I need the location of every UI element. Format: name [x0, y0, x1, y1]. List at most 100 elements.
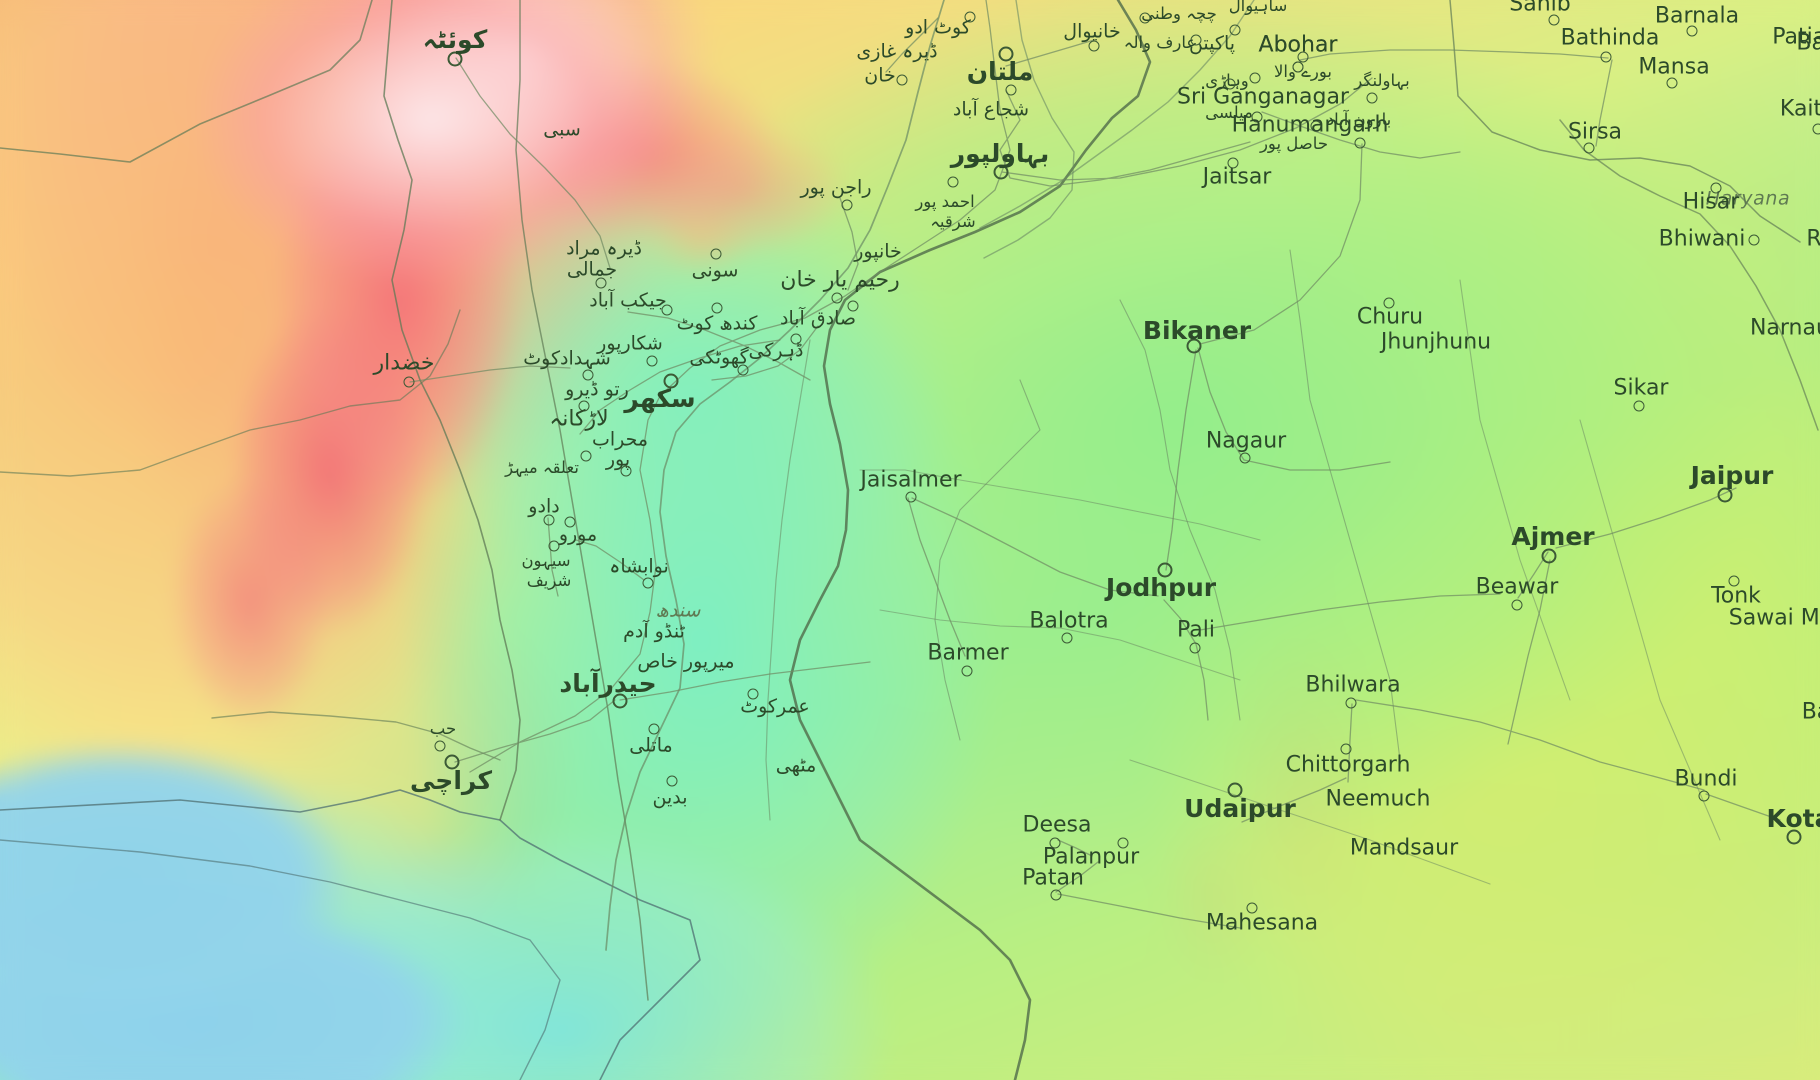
city-label-patan[interactable]: Patan — [1022, 865, 1084, 891]
city-marker-place[interactable] — [578, 400, 590, 412]
city-marker-place[interactable] — [663, 373, 679, 389]
city-label-r[interactable]: R — [1806, 226, 1820, 252]
city-label-place[interactable]: کندھ کوٹ — [676, 312, 758, 335]
city-label-place[interactable]: سبی — [543, 118, 581, 141]
city-marker-sikar[interactable] — [1633, 400, 1645, 412]
city-label-place[interactable]: جمالی — [566, 258, 618, 281]
city-label-place[interactable]: بورے والا — [1274, 61, 1332, 81]
city-marker-place[interactable] — [737, 364, 749, 376]
city-label-bathinda[interactable]: Bathinda — [1560, 25, 1660, 51]
city-label-sri-ganganagar[interactable]: Sri Ganganagar — [1177, 84, 1349, 110]
city-label-nagaur[interactable]: Nagaur — [1205, 428, 1287, 454]
city-marker-place[interactable] — [620, 465, 632, 477]
city-marker-place[interactable] — [896, 74, 908, 86]
city-label-place[interactable]: میرپور خاص — [637, 650, 735, 673]
region-label-place[interactable]: سندھ — [655, 599, 701, 622]
city-label-place[interactable]: کوٹ ادو — [905, 16, 971, 39]
city-label-place[interactable]: شکارپور — [597, 332, 663, 355]
region-label-haryana[interactable]: Haryana — [1705, 187, 1791, 210]
city-label-bikaner[interactable]: Bikaner — [1142, 316, 1252, 345]
city-label-mansa[interactable]: Mansa — [1638, 54, 1710, 80]
city-marker-place[interactable] — [1229, 24, 1241, 36]
city-label-place[interactable]: حاصل پور — [1259, 133, 1329, 153]
city-marker-place[interactable] — [998, 46, 1014, 62]
city-marker-place[interactable] — [1088, 40, 1100, 52]
city-label-place[interactable]: ماتلی — [629, 734, 673, 757]
city-label-jhunjhunu[interactable]: Jhunjhunu — [1380, 329, 1492, 355]
city-marker-kota[interactable] — [1786, 829, 1802, 845]
city-label-place[interactable]: مورو — [558, 523, 598, 546]
city-marker-place[interactable] — [582, 369, 594, 381]
city-marker-place[interactable] — [1366, 92, 1378, 104]
city-label-neemuch[interactable]: Neemuch — [1325, 786, 1431, 812]
city-label-jodhpur[interactable]: Jodhpur — [1105, 573, 1217, 602]
city-marker-place[interactable] — [595, 277, 607, 289]
city-label-place[interactable]: ٹنڈو آدم — [623, 620, 685, 643]
city-label-ajmer[interactable]: Ajmer — [1511, 522, 1595, 551]
city-label-place[interactable]: سونی — [691, 259, 739, 282]
city-marker-bikaner[interactable] — [1186, 338, 1202, 354]
city-marker-jaisalmer[interactable] — [905, 491, 917, 503]
city-marker-place[interactable] — [666, 775, 678, 787]
city-label-place[interactable]: مٹھی — [775, 754, 817, 777]
city-marker-bhilwara[interactable] — [1345, 697, 1357, 709]
city-marker-place[interactable] — [661, 304, 673, 316]
city-label-sawai-mad[interactable]: Sawai Mad — [1728, 605, 1820, 631]
city-label-abohar[interactable]: Abohar — [1258, 32, 1338, 58]
city-marker-udaipur[interactable] — [1227, 782, 1243, 798]
city-label-place[interactable]: خانپور — [854, 240, 902, 263]
city-label-place[interactable]: احمد پور — [915, 191, 975, 211]
city-label-place[interactable]: حیدرآباد — [559, 669, 657, 698]
city-label-jaitsar[interactable]: Jaitsar — [1202, 164, 1272, 190]
city-marker-place[interactable] — [1005, 84, 1017, 96]
city-label-place[interactable]: کوئٹہ — [422, 25, 488, 54]
city-label-place[interactable]: سکھر — [624, 384, 696, 413]
city-label-place[interactable]: بدین — [652, 786, 688, 809]
city-label-place[interactable]: شرقیہ — [930, 211, 976, 231]
city-marker-place[interactable] — [1190, 34, 1202, 46]
city-label-jaisalmer[interactable]: Jaisalmer — [860, 467, 962, 493]
city-label-abohar[interactable]: Abohar — [1258, 32, 1338, 58]
city-marker-deesa[interactable] — [1049, 837, 1061, 849]
city-label-place[interactable]: ڈیرہ غازی — [856, 40, 938, 63]
city-label-bundi[interactable]: Bundi — [1674, 766, 1738, 792]
city-marker-place[interactable] — [1251, 111, 1263, 123]
city-marker-place[interactable] — [444, 754, 460, 770]
city-label-place[interactable]: سیہون — [521, 550, 571, 570]
city-marker-barmer[interactable] — [961, 665, 973, 677]
city-label-place[interactable]: شہدادکوٹ — [523, 347, 611, 370]
city-label-place[interactable]: راجن پور — [800, 176, 872, 199]
city-label-sikar[interactable]: Sikar — [1613, 375, 1669, 401]
city-marker-place[interactable] — [646, 355, 658, 367]
city-marker-chittorgarh[interactable] — [1340, 743, 1352, 755]
city-marker-beawar[interactable] — [1511, 599, 1523, 611]
city-marker-hanumangarh[interactable] — [1354, 137, 1366, 149]
city-label-narnaul[interactable]: Narnaul — [1749, 315, 1820, 341]
city-label-place[interactable]: دادو — [528, 495, 560, 518]
city-marker-place[interactable] — [648, 723, 660, 735]
city-label-place[interactable]: ڈہرکی — [748, 339, 804, 362]
city-label-place[interactable]: حب — [429, 718, 457, 738]
city-label-place[interactable]: بارون آباد — [1326, 109, 1392, 129]
city-marker-jodhpur[interactable] — [1157, 562, 1173, 578]
city-marker-hisar[interactable] — [1710, 182, 1722, 194]
city-marker-pali[interactable] — [1189, 642, 1201, 654]
city-label-place[interactable]: محراب — [591, 428, 649, 451]
city-marker-mansa[interactable] — [1666, 77, 1678, 89]
city-label-barnala[interactable]: Barnala — [1654, 3, 1740, 29]
city-label-place[interactable]: خان — [864, 64, 896, 87]
city-marker-abohar[interactable] — [1292, 61, 1304, 73]
city-marker-place[interactable] — [434, 740, 446, 752]
city-marker-jaitsar[interactable] — [1227, 157, 1239, 169]
city-label-ba[interactable]: Ba — [1801, 699, 1820, 725]
city-label-kota[interactable]: Kota — [1766, 804, 1820, 833]
city-marker-patan[interactable] — [1050, 889, 1062, 901]
city-label-balotra[interactable]: Balotra — [1029, 608, 1109, 634]
city-marker-churu[interactable] — [1383, 297, 1395, 309]
city-marker-jaipur[interactable] — [1717, 487, 1733, 503]
city-marker-ajmer[interactable] — [1541, 548, 1557, 564]
city-label-place[interactable]: لاڑکانہ — [549, 406, 609, 432]
city-label-place[interactable]: رحیم یار خان — [780, 267, 900, 293]
city-label-place[interactable]: ڈیرہ مراد — [566, 237, 642, 260]
